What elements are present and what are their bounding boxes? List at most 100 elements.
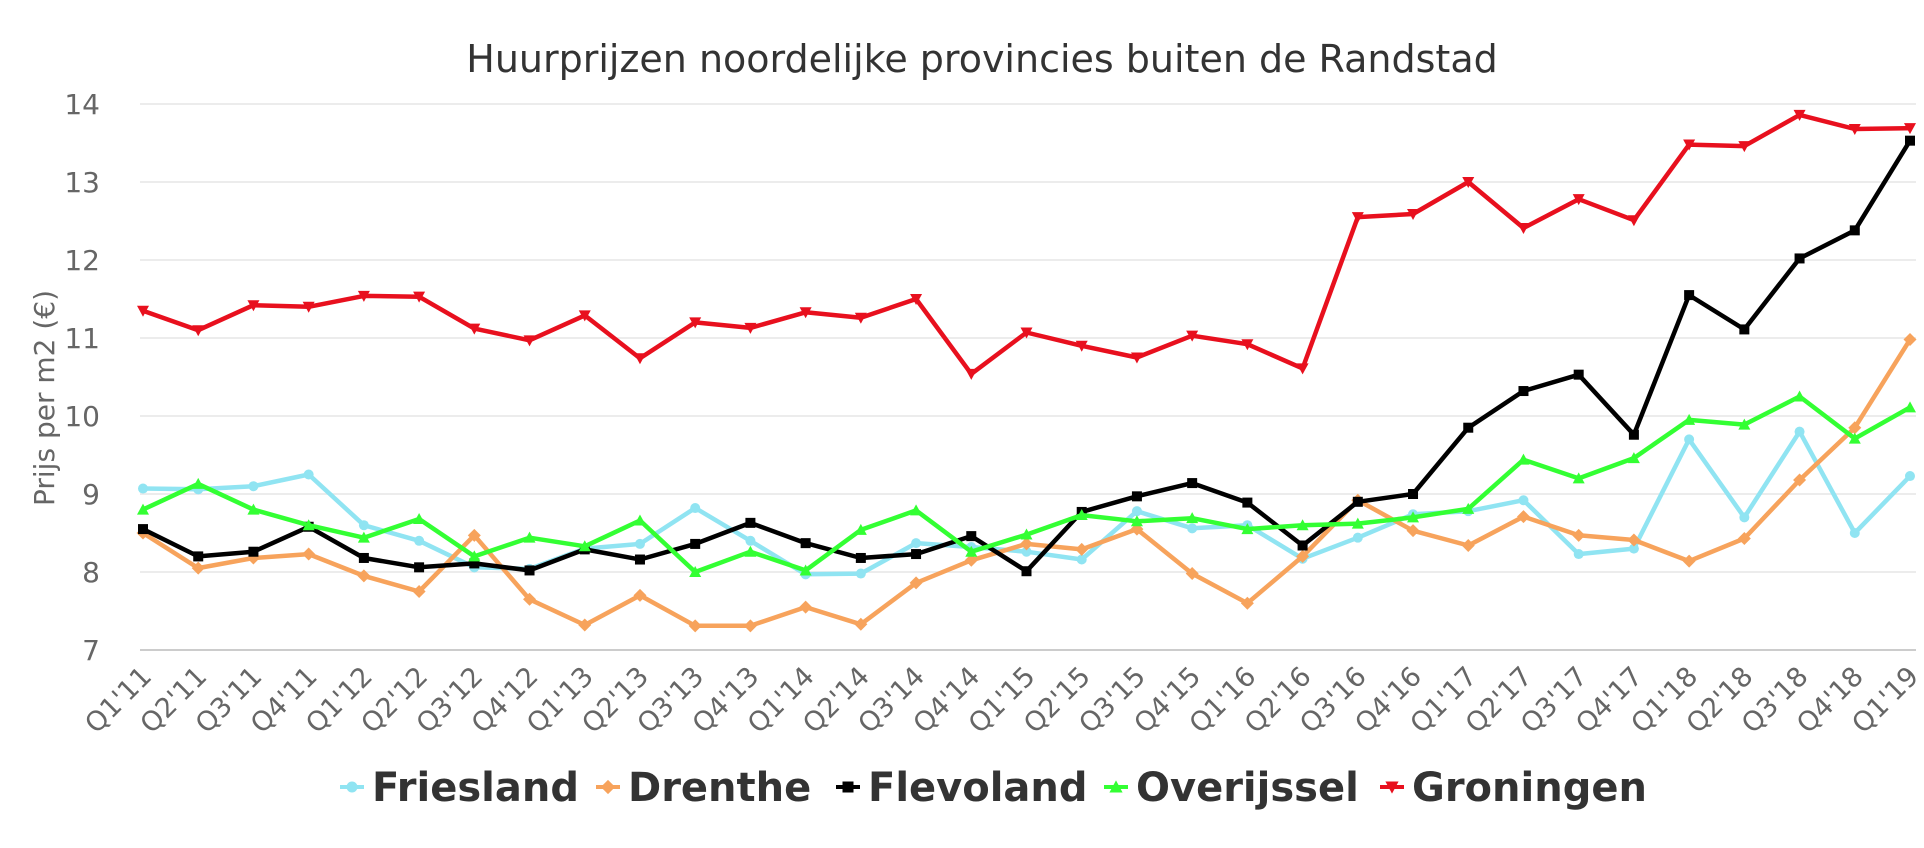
data-point-friesland[interactable] xyxy=(1021,546,1032,557)
legend-item-overijssel[interactable]: Overijssel xyxy=(1104,765,1359,811)
data-point-flevoland[interactable] xyxy=(745,517,756,528)
data-point-friesland[interactable] xyxy=(1905,471,1915,482)
data-point-groningen[interactable] xyxy=(1241,339,1254,351)
legend-swatch-marker[interactable] xyxy=(1385,781,1399,794)
data-point-friesland[interactable] xyxy=(745,535,756,546)
data-point-groningen[interactable] xyxy=(1130,352,1143,364)
data-point-groningen[interactable] xyxy=(910,294,923,305)
data-point-drenthe[interactable] xyxy=(523,592,537,606)
data-point-friesland[interactable] xyxy=(634,538,645,549)
data-point-overijssel[interactable] xyxy=(910,504,923,516)
data-point-overijssel[interactable] xyxy=(854,523,867,535)
data-point-drenthe[interactable] xyxy=(357,569,371,583)
data-point-groningen[interactable] xyxy=(247,300,260,312)
data-point-drenthe[interactable] xyxy=(412,585,426,598)
data-point-friesland[interactable] xyxy=(855,568,866,579)
data-point-drenthe[interactable] xyxy=(854,617,868,631)
legend-swatch-marker[interactable] xyxy=(346,781,358,793)
data-point-friesland[interactable] xyxy=(1352,532,1363,543)
data-point-overijssel[interactable] xyxy=(1351,517,1364,529)
data-point-overijssel[interactable] xyxy=(1848,432,1861,444)
data-point-overijssel[interactable] xyxy=(523,531,536,543)
data-point-flevoland[interactable] xyxy=(248,546,259,557)
data-point-flevoland[interactable] xyxy=(193,551,204,562)
data-point-drenthe[interactable] xyxy=(1461,538,1475,552)
data-point-overijssel[interactable] xyxy=(1020,528,1033,540)
data-point-overijssel[interactable] xyxy=(633,514,646,526)
data-point-overijssel[interactable] xyxy=(1793,390,1806,402)
data-point-friesland[interactable] xyxy=(1684,434,1695,445)
data-point-flevoland[interactable] xyxy=(634,554,645,565)
legend-item-flevoland[interactable]: Flevoland xyxy=(836,765,1088,811)
data-point-overijssel[interactable] xyxy=(1904,401,1916,413)
data-point-flevoland[interactable] xyxy=(1518,386,1529,397)
legend-item-drenthe[interactable]: Drenthe xyxy=(596,765,811,811)
data-point-flevoland[interactable] xyxy=(1187,478,1198,489)
data-point-overijssel[interactable] xyxy=(1517,453,1530,465)
data-point-overijssel[interactable] xyxy=(965,545,978,557)
data-point-overijssel[interactable] xyxy=(1241,523,1254,535)
data-point-groningen[interactable] xyxy=(744,322,757,334)
data-point-groningen[interactable] xyxy=(854,312,867,324)
data-point-drenthe[interactable] xyxy=(1848,421,1862,435)
data-point-overijssel[interactable] xyxy=(1296,519,1309,531)
data-point-overijssel[interactable] xyxy=(413,512,426,524)
data-point-flevoland[interactable] xyxy=(469,558,480,569)
data-point-flevoland[interactable] xyxy=(1131,491,1142,502)
data-point-drenthe[interactable] xyxy=(743,619,757,633)
data-point-flevoland[interactable] xyxy=(1628,429,1639,440)
data-point-drenthe[interactable] xyxy=(1185,567,1199,581)
data-point-groningen[interactable] xyxy=(965,368,978,380)
data-point-overijssel[interactable] xyxy=(1462,502,1475,514)
data-point-overijssel[interactable] xyxy=(357,531,370,543)
data-point-groningen[interactable] xyxy=(1296,363,1309,375)
data-point-groningen[interactable] xyxy=(302,301,315,313)
data-point-flevoland[interactable] xyxy=(855,552,866,563)
data-point-groningen[interactable] xyxy=(1186,330,1199,342)
legend-item-friesland[interactable]: Friesland xyxy=(340,765,579,811)
data-point-drenthe[interactable] xyxy=(633,588,647,602)
legend-swatch-marker[interactable] xyxy=(1109,780,1123,793)
data-point-flevoland[interactable] xyxy=(1849,225,1860,236)
data-point-overijssel[interactable] xyxy=(799,564,812,576)
data-point-overijssel[interactable] xyxy=(302,519,315,531)
data-point-flevoland[interactable] xyxy=(911,549,922,560)
legend-item-groningen[interactable]: Groningen xyxy=(1380,765,1647,811)
data-point-friesland[interactable] xyxy=(414,535,425,546)
data-point-overijssel[interactable] xyxy=(578,540,591,552)
data-point-flevoland[interactable] xyxy=(1739,324,1750,335)
data-point-groningen[interactable] xyxy=(413,291,426,303)
data-point-groningen[interactable] xyxy=(192,325,205,337)
data-point-friesland[interactable] xyxy=(1518,495,1529,506)
data-point-friesland[interactable] xyxy=(1573,549,1584,560)
data-point-friesland[interactable] xyxy=(303,469,314,480)
legend-swatch-marker[interactable] xyxy=(600,779,616,795)
data-point-flevoland[interactable] xyxy=(1463,422,1474,433)
data-point-drenthe[interactable] xyxy=(688,619,702,633)
data-point-groningen[interactable] xyxy=(1683,139,1696,151)
data-point-overijssel[interactable] xyxy=(1572,472,1585,484)
data-point-groningen[interactable] xyxy=(799,307,812,319)
data-point-drenthe[interactable] xyxy=(1516,510,1530,524)
data-point-groningen[interactable] xyxy=(1517,223,1530,235)
data-point-flevoland[interactable] xyxy=(1408,489,1419,499)
data-point-groningen[interactable] xyxy=(1407,208,1420,220)
data-point-groningen[interactable] xyxy=(633,353,646,365)
data-point-groningen[interactable] xyxy=(1572,194,1585,206)
legend-swatch-marker[interactable] xyxy=(842,781,854,793)
data-point-groningen[interactable] xyxy=(137,305,149,317)
data-point-friesland[interactable] xyxy=(1794,426,1805,437)
data-point-friesland[interactable] xyxy=(1187,523,1198,534)
data-point-overijssel[interactable] xyxy=(137,503,149,515)
data-point-groningen[interactable] xyxy=(468,323,481,335)
data-point-overijssel[interactable] xyxy=(689,566,702,577)
data-point-groningen[interactable] xyxy=(1020,327,1033,339)
data-point-groningen[interactable] xyxy=(523,335,536,347)
data-point-groningen[interactable] xyxy=(689,317,702,329)
data-point-drenthe[interactable] xyxy=(302,547,316,561)
data-point-overijssel[interactable] xyxy=(1407,511,1420,523)
data-point-flevoland[interactable] xyxy=(800,538,811,549)
data-point-drenthe[interactable] xyxy=(964,553,978,567)
data-point-flevoland[interactable] xyxy=(138,524,148,535)
data-point-friesland[interactable] xyxy=(1628,543,1639,554)
